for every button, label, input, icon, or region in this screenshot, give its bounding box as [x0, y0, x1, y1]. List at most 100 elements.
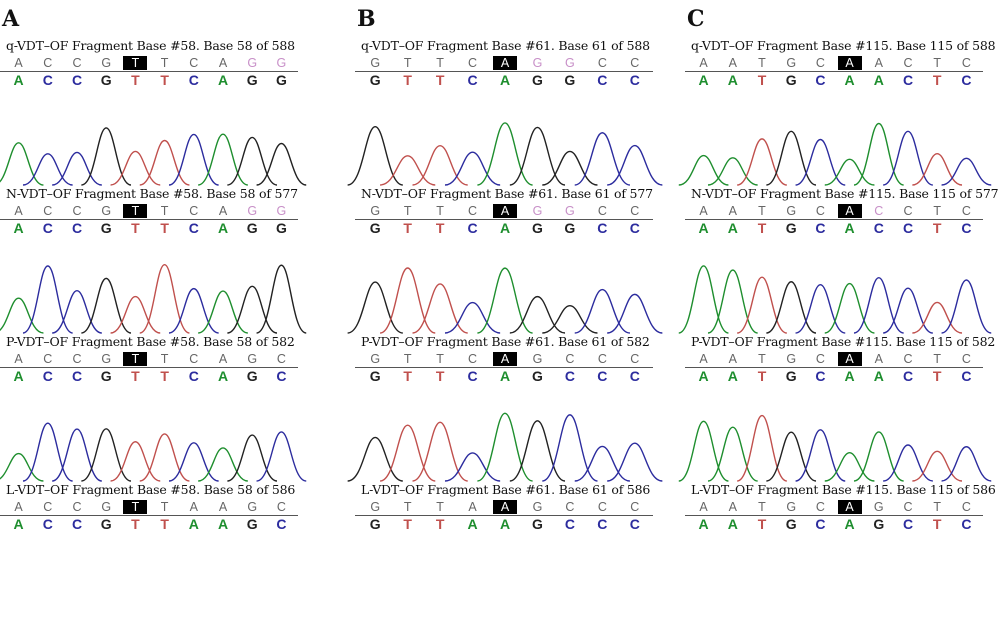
sequence-baseline [355, 219, 653, 220]
colored-base: C [961, 516, 972, 532]
called-base: A [699, 352, 708, 366]
colored-base: C [902, 220, 914, 236]
colored-base: T [932, 516, 942, 532]
called-base: G [247, 56, 258, 70]
called-base: C [874, 204, 884, 218]
colored-base: C [902, 368, 914, 384]
colored-base: A [727, 368, 738, 384]
panel-letter: C [687, 6, 705, 32]
colored-base: T [435, 368, 445, 384]
colored-base: C [42, 72, 53, 88]
trace-peak [256, 431, 307, 482]
trace-peak [824, 282, 875, 334]
called-base: C [276, 352, 286, 366]
colored-base: G [246, 368, 258, 384]
called-base: C [961, 500, 971, 514]
colored-base: C [961, 368, 972, 384]
trace-peak [444, 452, 501, 482]
colored-base: C [276, 516, 287, 532]
track-title: P-VDT–OF Fragment Base #58. Base 58 of 5… [6, 334, 295, 349]
called-base: C [630, 204, 640, 218]
trace-peak [168, 133, 219, 186]
colored-base: C [42, 516, 53, 532]
colored-base: C [961, 220, 972, 236]
called-base: A [218, 500, 228, 514]
colored-base: G [785, 516, 797, 532]
colored-base: C [188, 368, 199, 384]
trace-peak [941, 279, 992, 334]
called-base: A [728, 204, 737, 218]
sequence-baseline [685, 219, 983, 220]
trace-peak [509, 420, 566, 482]
colored-base: T [435, 72, 445, 88]
trace-peak [766, 130, 817, 186]
called-base: T [933, 56, 941, 70]
colored-base: T [403, 368, 412, 384]
colored-base: T [403, 516, 412, 532]
called-base: T [403, 352, 412, 366]
called-base: T [160, 352, 169, 366]
trace-peak [795, 283, 846, 334]
sequence-track: L-VDT–OF Fragment Base #61. Base 61 of 5… [355, 482, 655, 632]
called-base: C [961, 204, 971, 218]
called-base: T [403, 204, 412, 218]
sequence-baseline [685, 367, 983, 368]
colored-base: A [467, 516, 478, 532]
called-base: A [874, 352, 883, 366]
colored-base: C [961, 72, 972, 88]
called-base: G [101, 352, 112, 366]
chromatogram-trace [0, 263, 307, 334]
called-base: T [436, 500, 444, 514]
sequence-track: N-VDT–OF Fragment Base #61. Base 61 of 5… [355, 186, 655, 336]
trace-peak [678, 420, 729, 482]
trace-peak [941, 446, 992, 482]
trace-peak [256, 142, 307, 186]
colored-base: A [727, 72, 738, 88]
colored-base: A [698, 220, 709, 236]
colored-base: C [629, 220, 640, 236]
track-title: P-VDT–OF Fragment Base #115. Base 115 of… [691, 334, 996, 349]
called-base: A [14, 204, 23, 218]
trace-peak [81, 277, 132, 334]
trace-peak [707, 269, 758, 334]
called-base: A [468, 500, 477, 514]
called-base: C [903, 352, 913, 366]
colored-base: G [369, 516, 381, 532]
sequence-baseline [0, 367, 298, 368]
colored-base: G [246, 72, 258, 88]
called-base: C [630, 56, 640, 70]
colored-base: A [727, 516, 738, 532]
colored-base: G [531, 72, 543, 88]
panel-letter: A [2, 6, 20, 32]
panel-letter: B [357, 6, 376, 32]
trace-peak [477, 122, 533, 186]
trace-peak [51, 428, 103, 482]
colored-base: A [844, 516, 855, 532]
trace-peak [227, 285, 278, 334]
called-base: A [699, 56, 708, 70]
track-title: L-VDT–OF Fragment Base #58. Base 58 of 5… [6, 482, 296, 497]
called-base: G [370, 204, 381, 218]
colored-base: A [698, 516, 709, 532]
trace-peak [707, 157, 758, 186]
colored-base: C [71, 72, 83, 88]
called-base: A [218, 352, 228, 366]
colored-base: C [467, 220, 478, 236]
sequence-track: N-VDT–OF Fragment Base #115. Base 115 of… [685, 186, 999, 336]
colored-base: T [435, 516, 445, 532]
trace-peak [853, 431, 904, 482]
colored-base: A [13, 72, 24, 88]
chromatogram-trace [347, 267, 663, 334]
trace-peak [81, 127, 132, 186]
trace-peak [607, 293, 663, 334]
trace-peak [795, 429, 846, 482]
sequence-baseline [685, 71, 983, 72]
trace-peak [912, 450, 963, 482]
colored-base: G [100, 516, 112, 532]
called-base: G [786, 204, 797, 218]
trace-peak [347, 125, 404, 186]
